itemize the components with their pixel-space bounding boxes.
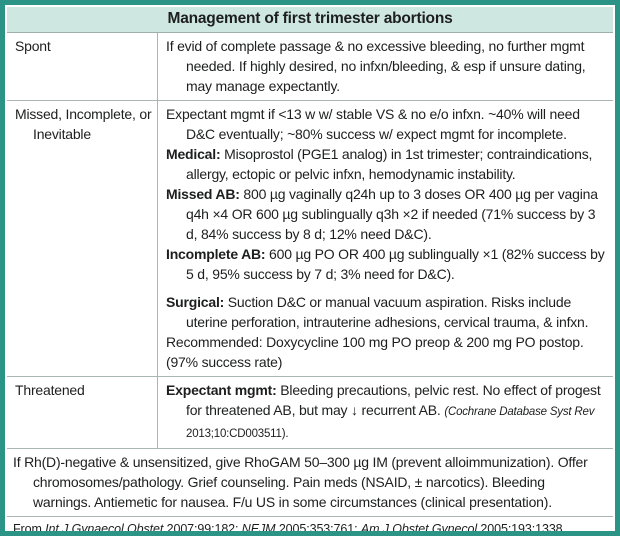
row-content-threatened: Expectant mgmt: Bleeding precautions, pe… xyxy=(157,377,613,448)
paragraph-missed-ab: Missed AB: 800 µg vaginally q24h up to 3… xyxy=(166,186,598,242)
row-label-threatened: Threatened xyxy=(15,382,85,398)
paragraph-recommended: Recommended: Doxycycline 100 mg PO preop… xyxy=(166,334,584,370)
footnote-row: If Rh(D)-negative & unsensitized, give R… xyxy=(7,449,613,517)
paragraph-expectant-mgmt: Expectant mgmt: Bleeding precautions, pe… xyxy=(166,382,601,440)
paragraph-medical: Medical: Misoprostol (PGE1 analog) in 1s… xyxy=(166,146,593,182)
table-row-threatened: Threatened Expectant mgmt: Bleeding prec… xyxy=(7,377,613,449)
paragraph: If evid of complete passage & no excessi… xyxy=(166,38,586,94)
row-content-spontaneous: If evid of complete passage & no excessi… xyxy=(157,33,613,100)
source-citation: From Int J Gynaecol Obstet 2007;99:182; … xyxy=(13,522,566,536)
paragraph-surgical: Surgical: Suction D&C or manual vacuum a… xyxy=(166,294,589,330)
table-row-missed-incomplete-inevitable: Missed, Incomplete, or Inevitable Expect… xyxy=(7,101,613,377)
row-label-missed-incomplete-inevitable: Missed, Incomplete, or Inevitable xyxy=(15,106,152,142)
source-citation-row: From Int J Gynaecol Obstet 2007;99:182; … xyxy=(7,517,613,536)
footnote-paragraph: If Rh(D)-negative & unsensitized, give R… xyxy=(13,454,588,510)
table-row-spontaneous: Spont If evid of complete passage & no e… xyxy=(7,33,613,101)
paragraph-incomplete-ab: Incomplete AB: 600 µg PO OR 400 µg subli… xyxy=(166,246,605,282)
table: Management of first trimester abortions … xyxy=(7,7,613,531)
row-label-spontaneous: Spont xyxy=(15,38,51,54)
table-title: Management of first trimester abortions xyxy=(7,7,613,33)
row-content-missed-incomplete-inevitable: Expectant mgmt if <13 w w/ stable VS & n… xyxy=(157,101,613,376)
paragraph-expectant: Expectant mgmt if <13 w w/ stable VS & n… xyxy=(166,106,580,142)
